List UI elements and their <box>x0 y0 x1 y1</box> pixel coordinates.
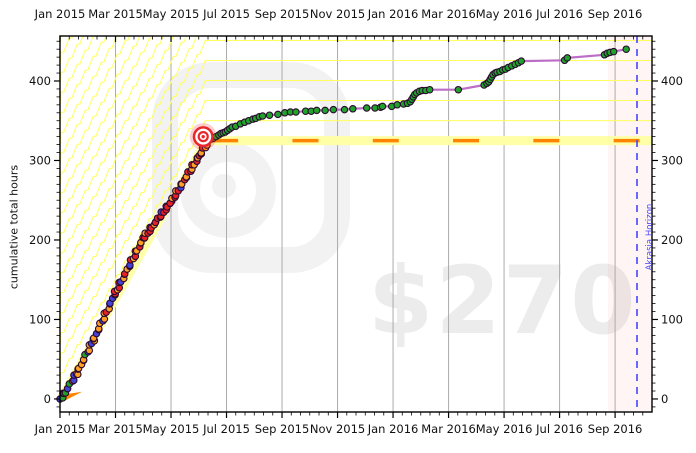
data-point <box>425 85 434 94</box>
x-tick-label-top: Jan 2016 <box>367 7 419 21</box>
x-tick-label-top: May 2015 <box>143 7 200 21</box>
x-tick-label-bottom: Sep 2015 <box>255 422 310 436</box>
x-tick-label-bottom: Nov 2015 <box>310 422 365 436</box>
x-tick-label-bottom: May 2016 <box>476 422 533 436</box>
data-point <box>321 106 329 115</box>
y-tick-label-left: 400 <box>29 74 51 88</box>
y-tick-label-right: 300 <box>661 153 683 167</box>
data-point <box>349 105 357 113</box>
axes <box>54 35 658 418</box>
data-point <box>292 108 300 116</box>
x-tick-label-top: Mar 2015 <box>88 7 143 21</box>
x-tick-label-bottom: Mar 2016 <box>421 422 476 436</box>
y-tick-label-right: 200 <box>661 233 683 247</box>
x-tick-label-top: Nov 2015 <box>310 7 365 21</box>
x-tick-label-top: Jan 2015 <box>34 7 86 21</box>
data-point <box>563 54 572 62</box>
yellow-guidelines <box>59 35 652 387</box>
y-tick-label-left: 200 <box>29 233 51 247</box>
x-tick-label-top: Jul 2015 <box>202 7 250 21</box>
y-tick-label-left: 100 <box>29 312 51 326</box>
x-tick-label-bottom: May 2015 <box>143 422 200 436</box>
y-tick-label-left: 300 <box>29 153 51 167</box>
data-point <box>329 105 338 114</box>
data-point <box>609 47 618 56</box>
data-point <box>265 111 274 119</box>
data-point <box>517 57 526 65</box>
data-points <box>56 45 630 403</box>
x-tick-label-top: Jul 2016 <box>535 7 583 21</box>
x-tick-label-bottom: Jul 2015 <box>202 422 250 436</box>
data-point <box>378 102 387 111</box>
grid-lines <box>115 36 616 412</box>
data-point <box>274 110 282 119</box>
x-tick-label-top: Sep 2016 <box>588 7 643 21</box>
x-tick-label-bottom: Jul 2016 <box>535 422 583 436</box>
x-tick-label-bottom: Sep 2016 <box>588 422 643 436</box>
data-point <box>622 45 630 53</box>
y-tick-label-right: 0 <box>661 392 668 406</box>
bullseye-marker <box>189 123 217 151</box>
y-tick-label-left: 0 <box>44 392 51 406</box>
x-tick-label-bottom: Jan 2016 <box>367 422 419 436</box>
x-tick-label-bottom: Mar 2015 <box>88 422 143 436</box>
data-point <box>362 104 371 112</box>
data-point <box>312 106 321 115</box>
x-tick-label-bottom: Jan 2015 <box>34 422 86 436</box>
data-point <box>258 112 267 120</box>
yellow-brick-road <box>56 136 652 403</box>
x-tick-label-top: Sep 2015 <box>255 7 310 21</box>
y-tick-label-right: 400 <box>661 74 683 88</box>
x-tick-label-top: Mar 2016 <box>421 7 476 21</box>
data-point <box>393 101 401 109</box>
x-tick-label-top: May 2016 <box>476 7 533 21</box>
beeminder-logo-watermark <box>152 62 350 273</box>
data-point <box>340 105 349 114</box>
y-tick-label-right: 100 <box>661 312 683 326</box>
data-point <box>454 85 463 94</box>
